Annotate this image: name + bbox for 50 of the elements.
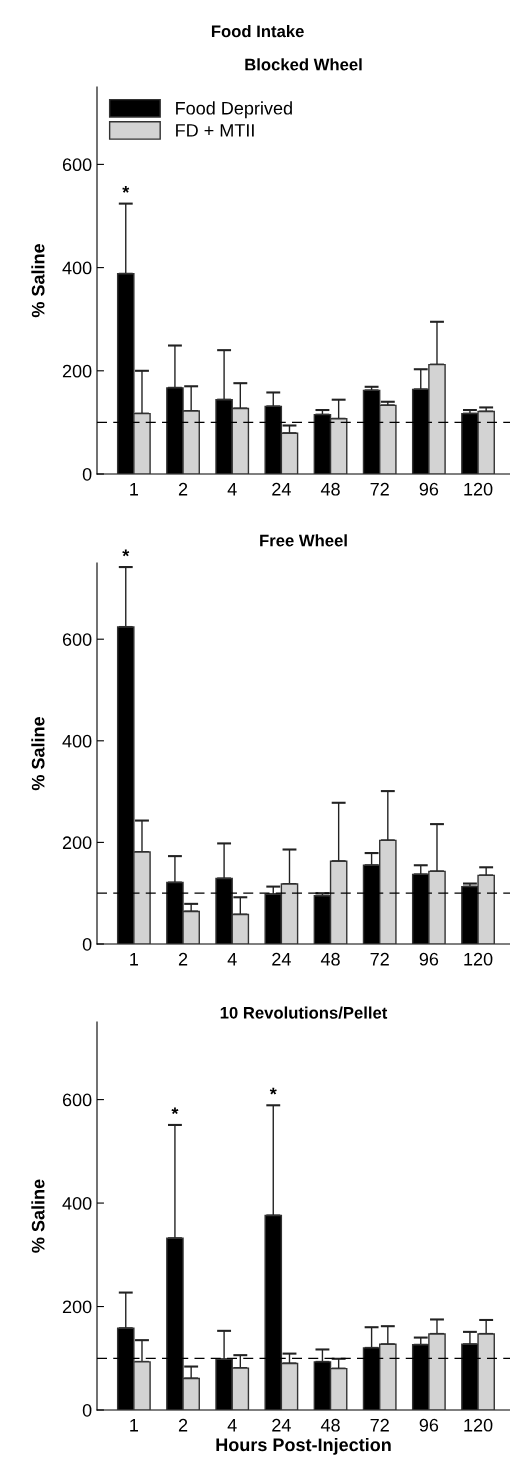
x-tick-label: 1 xyxy=(130,1419,139,1432)
chart-title: Food Intake xyxy=(211,25,304,38)
x-tick-label: 72 xyxy=(370,1418,389,1432)
y-axis-title: % Saline xyxy=(31,243,45,318)
y-axis-title: % Saline xyxy=(31,716,45,791)
annotation: * xyxy=(122,549,130,557)
x-tick-label: 120 xyxy=(464,1418,493,1432)
x-tick-label: 120 xyxy=(464,952,493,966)
annotation: * xyxy=(269,1087,277,1095)
x-tick-label: 48 xyxy=(320,1418,340,1432)
y-axis-title: % Saline xyxy=(31,1179,45,1253)
y-tick-label: 0 xyxy=(82,937,92,951)
x-tick-label: 4 xyxy=(227,483,237,496)
x-tick-label: 4 xyxy=(227,1419,237,1432)
chart-title: 10 Revolutions/Pellet xyxy=(220,1006,388,1019)
x-tick-label: 24 xyxy=(272,1418,291,1432)
x-tick-label: 2 xyxy=(178,952,188,966)
chart-title: Free Wheel xyxy=(260,534,347,547)
x-tick-label: 96 xyxy=(419,482,439,496)
x-tick-label: 48 xyxy=(320,482,340,496)
y-tick-label: 400 xyxy=(62,734,92,748)
x-tick-label: 48 xyxy=(320,952,340,966)
annotation: * xyxy=(171,1107,179,1115)
chart-subtitle: Blocked Wheel xyxy=(245,58,362,71)
y-tick-label: 600 xyxy=(62,158,92,172)
y-tick-label: 400 xyxy=(62,1197,92,1210)
y-tick-label: 200 xyxy=(62,364,92,378)
x-tick-label: 1 xyxy=(130,953,139,966)
y-tick-label: 400 xyxy=(62,261,92,275)
y-tick-label: 600 xyxy=(62,1093,92,1107)
y-tick-label: 600 xyxy=(62,633,92,646)
annotation: * xyxy=(122,186,130,193)
y-tick-label: 200 xyxy=(62,836,92,850)
x-tick-label: 24 xyxy=(272,952,291,966)
x-tick-label: 72 xyxy=(370,482,389,496)
y-tick-label: 200 xyxy=(62,1300,92,1314)
x-axis-title: Hours Post-Injection xyxy=(216,1437,391,1455)
y-tick-label: 0 xyxy=(82,1403,92,1417)
x-tick-label: 96 xyxy=(419,1418,439,1432)
x-tick-label: 2 xyxy=(178,482,188,496)
y-tick-label: 0 xyxy=(82,467,92,481)
x-tick-label: 4 xyxy=(227,953,237,966)
x-tick-label: 24 xyxy=(272,482,291,496)
x-tick-label: 120 xyxy=(464,482,493,496)
legend-label: FD + MTII xyxy=(176,124,254,137)
x-tick-label: 72 xyxy=(370,952,389,966)
x-tick-label: 2 xyxy=(178,1418,188,1432)
x-tick-label: 1 xyxy=(130,483,139,496)
x-tick-label: 96 xyxy=(419,952,439,966)
legend-label: Food Deprived xyxy=(176,101,292,119)
